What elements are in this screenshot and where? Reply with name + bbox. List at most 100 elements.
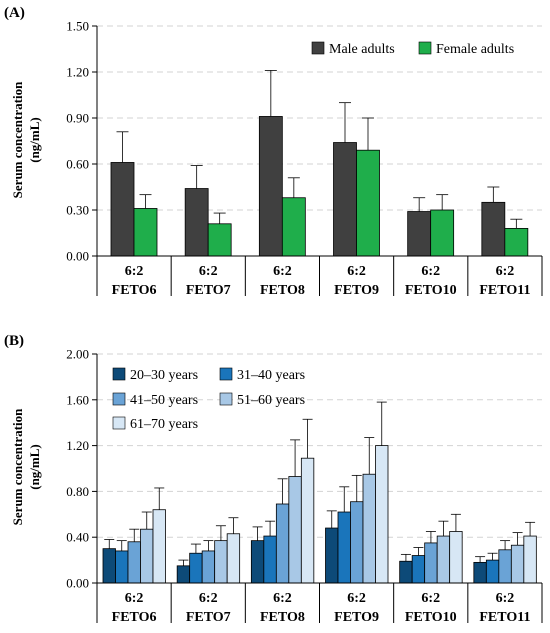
- legend-label: 31–40 years: [237, 368, 305, 383]
- bar: [207, 223, 232, 257]
- x-tick-label: FETO9: [334, 283, 379, 298]
- x-tick-label: 6:2: [273, 264, 292, 279]
- bar: [485, 559, 500, 584]
- bar: [127, 541, 141, 584]
- bar: [430, 209, 455, 257]
- bar: [424, 542, 438, 584]
- bar: [333, 142, 357, 257]
- legend-label: 20–30 years: [130, 368, 198, 383]
- x-tick-label: 6:2: [496, 591, 515, 606]
- x-tick-label: 6:2: [125, 591, 144, 606]
- bar: [356, 149, 380, 257]
- bar: [189, 552, 203, 584]
- x-tick-label: FETO6: [112, 283, 157, 298]
- bar: [411, 555, 426, 584]
- x-tick-label: FETO8: [260, 283, 305, 298]
- bar: [110, 162, 135, 257]
- bar: [473, 561, 487, 584]
- x-tick-label: FETO10: [405, 283, 457, 298]
- bar: [214, 540, 228, 584]
- legend-swatch: [219, 367, 233, 381]
- y-tick-label: 0.60: [66, 157, 89, 172]
- x-tick-label: FETO6: [112, 610, 157, 625]
- y-tick-label: 1.20: [66, 438, 89, 453]
- legend-label: Female adults: [436, 42, 514, 57]
- legend-label: 41–50 years: [130, 393, 198, 408]
- x-tick-label: 6:2: [421, 591, 440, 606]
- y-tick-label: 0.40: [66, 530, 89, 545]
- bar: [140, 528, 154, 584]
- bar: [325, 527, 339, 584]
- legend-label: 61–70 years: [130, 417, 198, 432]
- x-tick-label: FETO9: [334, 610, 379, 625]
- panel-b-ylabel-line2: (ng/mL): [27, 444, 42, 490]
- x-tick-label: FETO10: [405, 610, 457, 625]
- bar: [300, 457, 315, 584]
- bar: [275, 503, 290, 584]
- y-tick-label: 1.20: [66, 65, 89, 80]
- panel-b-label: (B): [4, 333, 24, 349]
- x-tick-label: FETO11: [479, 283, 530, 298]
- bar: [201, 550, 216, 584]
- bar: [250, 540, 265, 584]
- x-tick-label: 6:2: [199, 264, 218, 279]
- bar: [362, 473, 376, 584]
- bar: [176, 565, 191, 584]
- x-tick-label: 6:2: [199, 591, 218, 606]
- bar: [399, 560, 413, 584]
- legend-label: Male adults: [329, 42, 395, 57]
- x-tick-label: FETO11: [479, 610, 530, 625]
- legend-swatch: [112, 416, 126, 430]
- bar: [102, 548, 116, 584]
- bar: [184, 188, 209, 257]
- bar: [504, 227, 529, 257]
- bar: [133, 208, 158, 257]
- bar: [449, 531, 463, 584]
- x-tick-label: 6:2: [347, 264, 366, 279]
- y-tick-label: 2.00: [66, 347, 89, 362]
- y-tick-label: 0.80: [66, 484, 89, 499]
- bar: [263, 535, 277, 584]
- y-tick-label: 0.00: [66, 249, 89, 264]
- bar: [288, 476, 302, 584]
- y-tick-label: 0.00: [66, 576, 89, 591]
- bar: [115, 550, 129, 584]
- x-tick-label: 6:2: [347, 591, 366, 606]
- panel-a-chart: 0.00 0.30 0.60 0.90 1.20 1.50 6:2 FETO6 6:2 FETO7…: [66, 19, 543, 298]
- legend-swatch: [418, 41, 432, 55]
- bar: [436, 535, 451, 584]
- bar: [523, 535, 537, 584]
- legend-swatch: [112, 392, 126, 406]
- x-tick-label: 6:2: [421, 264, 440, 279]
- bar: [337, 511, 351, 584]
- x-tick-label: 6:2: [125, 264, 144, 279]
- panel-a-ylabel-line2: (ng/mL): [27, 117, 42, 163]
- bar: [152, 509, 166, 584]
- bar: [281, 197, 306, 257]
- y-tick-label: 1.60: [66, 392, 89, 407]
- panel-b-ylabel-line1: Serum concentration: [10, 408, 25, 525]
- y-tick-label: 1.50: [66, 19, 89, 34]
- x-tick-label: 6:2: [496, 264, 515, 279]
- x-tick-label: FETO8: [260, 610, 305, 625]
- legend-swatch: [219, 392, 233, 406]
- bar: [258, 116, 283, 257]
- x-tick-label: FETO7: [186, 610, 231, 625]
- x-tick-label: 6:2: [273, 591, 292, 606]
- legend-swatch: [311, 41, 325, 55]
- bar: [481, 201, 506, 257]
- bar: [350, 501, 364, 584]
- bar: [375, 445, 389, 584]
- panel-b-chart: 0.00 0.40 0.80 1.20 1.60 2.00 6:2 FETO6 6:2 FETO7…: [66, 347, 543, 625]
- y-tick-label: 0.90: [66, 111, 89, 126]
- y-tick-label: 0.30: [66, 203, 89, 218]
- bar: [498, 549, 512, 584]
- x-tick-label: FETO7: [186, 283, 231, 298]
- legend-swatch: [112, 367, 126, 381]
- bar: [226, 533, 241, 584]
- panel-a-ylabel-line1: Serum concentration: [10, 81, 25, 198]
- bar: [510, 544, 525, 584]
- bar: [407, 211, 432, 257]
- legend-label: 51–60 years: [237, 393, 305, 408]
